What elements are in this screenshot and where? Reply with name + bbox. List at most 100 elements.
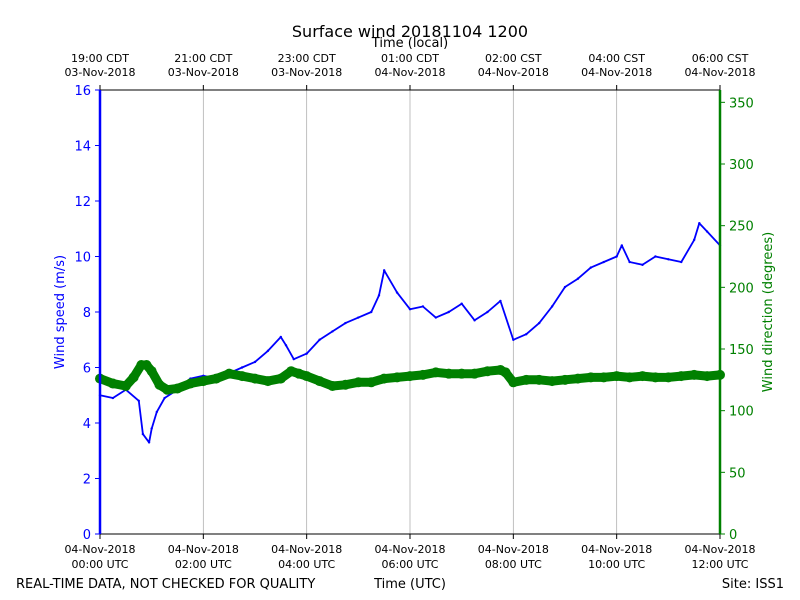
left-tick-label: 6 [83,362,91,377]
wind-speed-point [667,258,670,261]
wind-direction-point [327,381,338,391]
x-tick-date: 04-Nov-2018 [374,543,445,556]
wind-direction-point [650,372,661,383]
wind-speed-point [563,285,567,289]
wind-direction-point [211,373,222,384]
wind-direction-point [154,379,165,390]
left-tick-label: 14 [74,140,91,155]
wind-direction-point [572,373,583,384]
top-tick-date: 04-Nov-2018 [374,66,445,79]
top-tick-time: 01:00 CDT [381,52,439,65]
wind-direction-point [301,371,312,382]
wind-speed-point [628,260,631,264]
x-tick-time: 12:00 UTC [691,558,748,571]
wind-speed-point [525,333,528,336]
wind-speed-point [111,396,115,400]
wind-speed-point [602,260,605,264]
wind-direction-point [107,378,118,389]
x-tick-date: 04-Nov-2018 [684,543,755,556]
top-tick-time: 04:00 CST [588,52,645,65]
wind-direction-point [379,373,390,384]
wind-direction-point [198,376,209,387]
wind-speed-point [147,441,151,444]
right-tick-label: 150 [729,343,754,358]
wind-speed-point [692,238,696,242]
wind-direction-point [392,372,403,383]
right-tick-label: 50 [729,466,746,481]
wind-speed-point [589,266,593,269]
x-tick-date: 04-Nov-2018 [478,543,549,556]
wind-direction-point [405,371,415,382]
wind-speed-point [447,310,450,314]
wind-speed-point [240,366,244,369]
wind-direction-point [482,366,493,377]
wind-speed-point [266,349,270,353]
wind-speed-point [155,410,159,414]
x-tick-time: 00:00 UTC [71,558,128,571]
wind-direction-point [443,368,454,379]
wind-speed-point [395,291,399,294]
wind-direction-point [314,376,325,387]
right-axis-label: Wind direction (degrees) [761,232,776,392]
wind-direction-point [286,366,297,377]
series-layer [95,222,725,444]
left-tick-label: 8 [83,306,91,321]
wind-speed-point [137,399,140,402]
wind-direction-point [598,372,609,383]
wind-direction-point [237,371,248,382]
wind-direction-point [128,372,139,383]
top-tick-time: 06:00 CST [692,52,749,65]
wind-speed-point [641,263,644,267]
wind-speed-point [382,269,386,272]
wind-direction-point [534,374,545,385]
x-tick-time: 08:00 UTC [485,558,542,571]
left-tick-label: 2 [83,473,91,488]
wind-direction-point [469,368,480,379]
chart-title: Surface wind 20181104 1200 [292,22,528,41]
top-tick-date: 04-Nov-2018 [581,66,652,79]
wind-direction-point [508,377,519,388]
wind-speed-point [370,310,373,314]
wind-direction-point [185,378,196,389]
wind-direction-point [162,384,173,395]
axis-ticks: 04-Nov-2018 00:00 UTC 04-Nov-2018 02:00 UTC… [64,52,755,571]
top-axis-label: Time (local) [371,36,448,51]
wind-speed-point [408,308,412,311]
wind-speed-point [654,255,657,258]
wind-speed-point [331,330,334,333]
wind-direction-point [663,372,674,383]
top-tick-time: 19:00 CDT [71,52,129,65]
x-tick-time: 10:00 UTC [588,558,645,571]
wind-speed-point [344,321,347,325]
wind-direction-point [585,372,596,383]
top-tick-time: 21:00 CDT [174,52,232,65]
wind-direction-point [560,374,570,385]
top-tick-time: 02:00 CST [485,52,542,65]
wind-speed-point [357,316,360,319]
wind-speed-point [620,244,624,247]
right-tick-label: 0 [729,528,737,543]
wind-direction-point [611,371,622,382]
x-tick-date: 04-Nov-2018 [581,543,652,556]
wind-speed-point [499,299,502,303]
x-tick-time: 06:00 UTC [381,558,438,571]
x-tick-date: 04-Nov-2018 [64,543,135,556]
wind-direction-point [275,373,286,384]
wind-direction-point [353,377,364,388]
x-tick-time: 02:00 UTC [175,558,232,571]
wind-speed-point [421,305,425,308]
wind-speed-point [615,255,618,258]
wind-speed-point [473,319,476,322]
wind-direction-point [366,377,377,388]
wind-speed-point [284,344,288,347]
wind-direction-point [172,383,183,394]
wind-direction-point [624,372,635,383]
wind-speed-point [279,335,283,339]
left-tick-label: 10 [74,251,91,266]
x-tick-date: 04-Nov-2018 [271,543,342,556]
right-tick-label: 200 [729,281,754,296]
wind-speed-point [253,360,257,364]
wind-speed-point [537,321,541,325]
left-tick-label: 12 [74,195,91,210]
